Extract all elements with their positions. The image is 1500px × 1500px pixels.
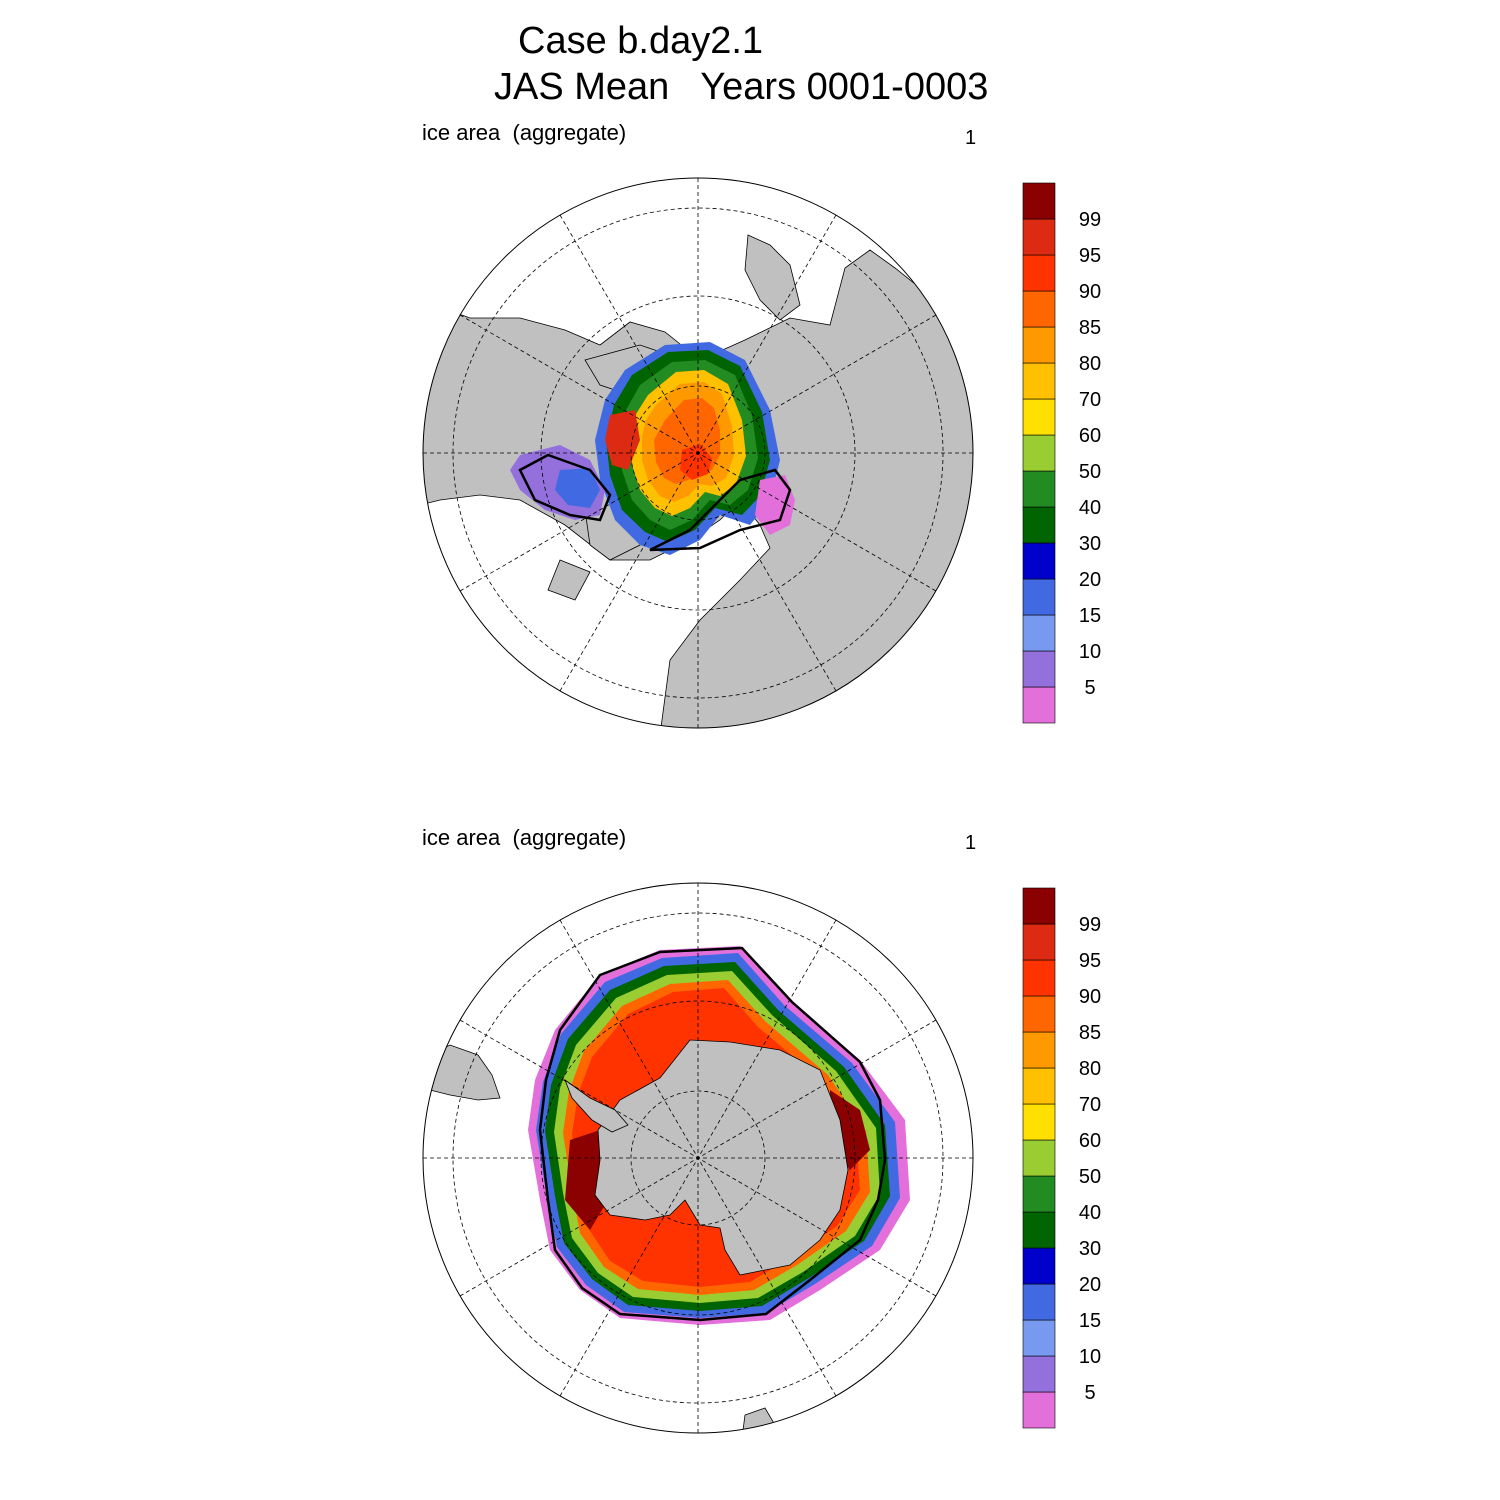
map-south-polar	[422, 882, 974, 1434]
figure-title-case: Case b.day2.1	[518, 20, 764, 62]
colorbar-south-tick-label: 15	[1079, 1310, 1101, 1332]
colorbar-north-swatch	[1022, 254, 1056, 292]
colorbar-south-swatch	[1022, 1139, 1056, 1177]
colorbar-north-swatch	[1022, 182, 1056, 220]
colorbar-north-swatch	[1022, 398, 1056, 436]
panel-label-south: ice area (aggregate)	[422, 825, 627, 850]
colorbar-north-tick-label: 85	[1079, 317, 1101, 339]
graticule-south	[423, 883, 973, 1433]
panel-label-north: ice area (aggregate)	[422, 120, 627, 145]
colorbar-south-swatch	[1022, 1355, 1056, 1393]
ice-barents-band-5	[755, 475, 795, 535]
colorbar-north-tick-label: 10	[1079, 641, 1101, 663]
colorbar-south-swatch	[1022, 1175, 1056, 1213]
colorbar-south-tick-label: 20	[1079, 1274, 1101, 1296]
colorbar-north-swatch	[1022, 362, 1056, 400]
colorbar-north-swatch	[1022, 290, 1056, 328]
colorbar-south-swatch	[1022, 1067, 1056, 1105]
colorbar-south-tick-label: 99	[1079, 914, 1101, 936]
colorbar-north-swatch	[1022, 578, 1056, 616]
colorbar-south-tick-label: 30	[1079, 1238, 1101, 1260]
colorbar-south-swatch	[1022, 959, 1056, 997]
colorbar-south-swatch	[1022, 1283, 1056, 1321]
colorbar-south-tick-label: 10	[1079, 1346, 1101, 1368]
panel-number-north: 1	[965, 127, 977, 149]
colorbar-north-swatch	[1022, 434, 1056, 472]
colorbar-south-tick-label: 90	[1079, 986, 1101, 1008]
ice-hudson-band-15	[555, 468, 600, 508]
colorbar-south-tick-label: 85	[1079, 1022, 1101, 1044]
antarctic-peninsula	[564, 1078, 629, 1133]
colorbar-south-swatch	[1022, 995, 1056, 1033]
colorbar-north-swatch	[1022, 326, 1056, 364]
ice-band-99	[565, 1090, 870, 1230]
colorbar-south-swatch	[1022, 1031, 1056, 1069]
colorbar-north-swatch	[1022, 686, 1056, 724]
colorbar-south-swatch	[1022, 1319, 1056, 1357]
ice-archipelago-band-95	[605, 410, 640, 470]
map-boundary-south	[422, 882, 974, 1434]
novaya-zemlya	[744, 234, 801, 321]
land-south	[423, 1039, 849, 1433]
colorbar-south-tick-label: 60	[1079, 1130, 1101, 1152]
colorbar-north-tick-label: 95	[1079, 245, 1101, 267]
colorbar-south-swatch	[1022, 1391, 1056, 1429]
map-north-polar	[422, 177, 974, 729]
panel-number-south: 1	[965, 832, 977, 854]
colorbar-north-tick-label: 70	[1079, 389, 1101, 411]
colorbar-north-swatch	[1022, 542, 1056, 580]
colorbar-south-swatch	[1022, 923, 1056, 961]
colorbar-south-swatch	[1022, 887, 1056, 925]
colorbar-south-tick-label: 5	[1084, 1382, 1095, 1404]
antarctica	[594, 1039, 849, 1276]
colorbar-north-tick-label: 5	[1084, 677, 1095, 699]
colorbar-south-tick-label: 50	[1079, 1166, 1101, 1188]
colorbar-north-swatch	[1022, 218, 1056, 256]
colorbar-north-tick-label: 99	[1079, 209, 1101, 231]
colorbar-south-tick-label: 95	[1079, 950, 1101, 972]
ice-edge-contour-north	[518, 453, 792, 552]
map-boundary-north	[422, 177, 974, 729]
ice-edge-contour-south	[538, 946, 887, 1322]
colorbar-north: 5 10 15 20 30 40 50 60 70 80 85 90 95 99	[1022, 182, 1101, 724]
colorbar-north-swatch	[1022, 650, 1056, 688]
colorbar-north-tick-label: 50	[1079, 461, 1101, 483]
graticule-north	[423, 178, 973, 728]
colorbar-south-tick-label: 40	[1079, 1202, 1101, 1224]
colorbar-south-tick-label: 70	[1079, 1094, 1101, 1116]
colorbar-south-swatch	[1022, 1211, 1056, 1249]
colorbar-south-swatch	[1022, 1247, 1056, 1285]
colorbar-south-tick-label: 80	[1079, 1058, 1101, 1080]
colorbar-north-swatch	[1022, 614, 1056, 652]
colorbar-north-tick-label: 20	[1079, 569, 1101, 591]
colorbar-north-swatch	[1022, 506, 1056, 544]
iceland	[547, 559, 591, 601]
figure-title-period: JAS Mean Years 0001-0003	[494, 66, 989, 108]
colorbar-south: 5 10 15 20 30 40 50 60 70 80 85 90 95 99	[1022, 887, 1101, 1429]
colorbar-north-tick-label: 30	[1079, 533, 1101, 555]
colorbar-north-tick-label: 40	[1079, 497, 1101, 519]
colorbar-north-swatch	[1022, 470, 1056, 508]
colorbar-north-tick-label: 80	[1079, 353, 1101, 375]
colorbar-north-tick-label: 60	[1079, 425, 1101, 447]
colorbar-north-tick-label: 15	[1079, 605, 1101, 627]
colorbar-south-swatch	[1022, 1103, 1056, 1141]
colorbar-north-tick-label: 90	[1079, 281, 1101, 303]
